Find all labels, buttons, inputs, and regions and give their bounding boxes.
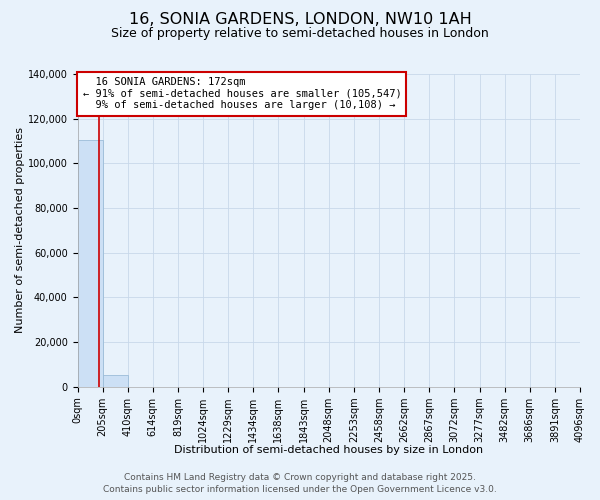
Bar (103, 376, 128, 387)
X-axis label: Distribution of semi-detached houses by size in London: Distribution of semi-detached houses by … (174, 445, 484, 455)
Text: 16, SONIA GARDENS, LONDON, NW10 1AH: 16, SONIA GARDENS, LONDON, NW10 1AH (128, 12, 472, 28)
Text: Contains HM Land Registry data © Crown copyright and database right 2025.: Contains HM Land Registry data © Crown c… (124, 474, 476, 482)
Text: Contains public sector information licensed under the Open Government Licence v3: Contains public sector information licen… (103, 485, 497, 494)
Text: 16 SONIA GARDENS: 172sqm
← 91% of semi-detached houses are smaller (105,547)
  9: 16 SONIA GARDENS: 172sqm ← 91% of semi-d… (83, 77, 401, 110)
Bar (77, 140, 103, 387)
Text: Size of property relative to semi-detached houses in London: Size of property relative to semi-detach… (111, 28, 489, 40)
Y-axis label: Number of semi-detached properties: Number of semi-detached properties (15, 128, 25, 334)
